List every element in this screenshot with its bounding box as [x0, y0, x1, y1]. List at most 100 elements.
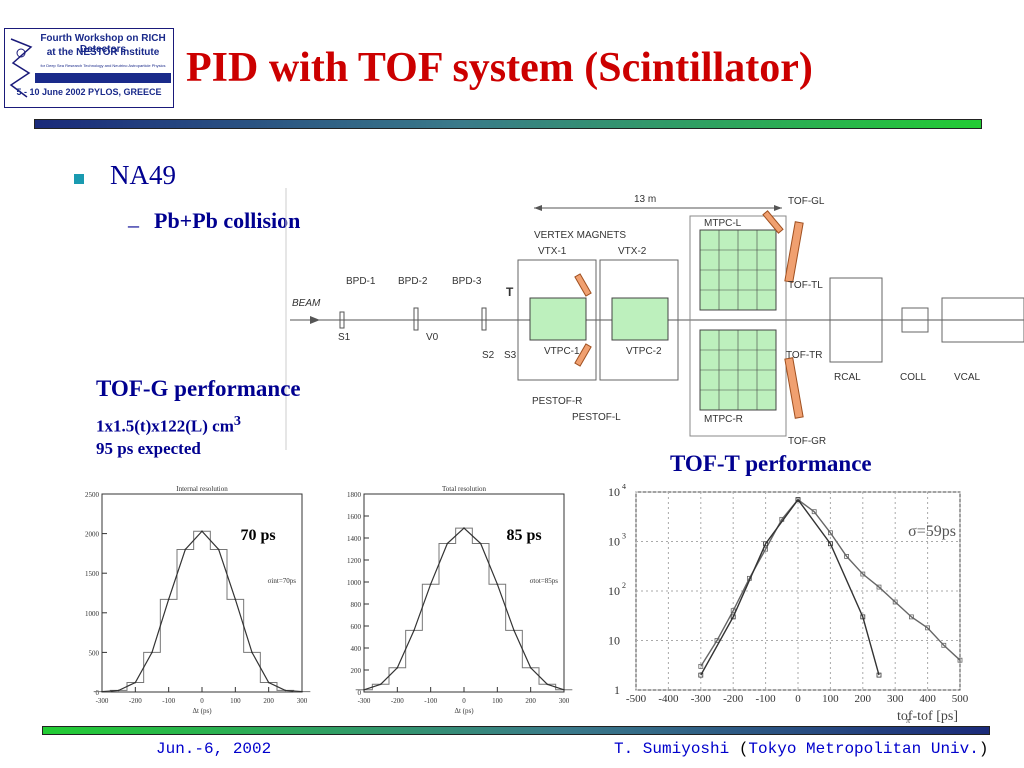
- x-tick-label: 100: [492, 697, 503, 705]
- tof-gr-label: TOF-GR: [788, 436, 826, 447]
- data-point: [201, 530, 203, 533]
- y-tick-label: 2000: [85, 531, 100, 539]
- s1-label: S1: [338, 332, 351, 343]
- logo-line-1: Fourth Workshop on RICH Detectors: [40, 33, 166, 55]
- x-tick-label: 0: [795, 693, 801, 705]
- mtpc-l-label: MTPC-L: [704, 218, 742, 229]
- data-point: [795, 497, 801, 503]
- pestof-r-label: PESTOF-R: [532, 396, 582, 407]
- data-point: [396, 667, 399, 669]
- x-tick-label: 500: [952, 693, 969, 705]
- y-tick-exponent: 3: [622, 532, 626, 541]
- data-point: [217, 548, 220, 551]
- x-tick-label: -100: [162, 697, 175, 705]
- tof-tl-label: TOF-TL: [788, 280, 823, 291]
- tof-tr-label: TOF-TR: [786, 350, 822, 361]
- data-point: [251, 651, 253, 654]
- na49-detector-diagram: BEAM 13 m BPD-1 BPD-2 BPD-3 S1 V0 S2 S3 …: [285, 188, 1024, 450]
- coll-block: [901, 307, 929, 333]
- x-tick-label: 0: [200, 697, 204, 705]
- y-tick-label: 2500: [85, 491, 100, 499]
- y-tick-label: 200: [351, 667, 362, 675]
- inner-sigma-label: σtot=85ps: [530, 577, 559, 585]
- data-point: [925, 625, 931, 631]
- x-axis-label: tof-tof [ps]: [897, 709, 958, 724]
- bpd2-label: BPD-2: [398, 276, 428, 287]
- y-tick-label: 1000: [85, 610, 100, 618]
- data-point: [892, 599, 898, 605]
- vtpc2-label: VTPC-2: [626, 346, 662, 357]
- data-point: [479, 542, 482, 545]
- tof-g-expected: 95 ps expected: [96, 439, 201, 458]
- data-point: [529, 667, 532, 669]
- data-point: [763, 541, 769, 547]
- logo-emblem-icon: [9, 38, 33, 98]
- data-point: [860, 614, 866, 620]
- y-tick-label: 10: [608, 485, 620, 499]
- vtx2-magnet: [599, 259, 679, 381]
- y-tick-label: 0: [358, 689, 362, 697]
- tof-tr-bar: [784, 357, 804, 419]
- bpd2-counter: [413, 307, 419, 331]
- data-point: [714, 638, 720, 643]
- tof-g-dimensions-sup: 3: [233, 413, 241, 429]
- x-tick-label: -300: [358, 697, 371, 705]
- pestof-r-bar: [574, 343, 592, 367]
- x-tick-label: -100: [424, 697, 437, 705]
- vcal-block: [941, 297, 1024, 343]
- data-point: [860, 571, 866, 577]
- data-point: [413, 629, 415, 632]
- tof-series-line: [700, 498, 961, 667]
- x-tick-label: 300: [297, 697, 308, 705]
- sigma-annotation: σ=59ps: [908, 523, 956, 540]
- y-tick-label: 10: [608, 634, 620, 648]
- mtpc-enclosure: [689, 215, 787, 437]
- chart-title: Total resolution: [442, 485, 487, 493]
- total-resolution-chart: Total resolution -300 -200 -100 0 100 200 300 0 2…: [347, 485, 573, 715]
- bpd3-counter: [481, 307, 487, 331]
- tof-g-dimensions-text: 1x1.5(t)x122(L) cm: [96, 416, 234, 436]
- y-tick-label: 1800: [347, 491, 362, 499]
- data-point: [267, 681, 270, 684]
- y-tick-label: 600: [351, 623, 362, 631]
- data-point: [563, 689, 565, 691]
- y-tick-label: 800: [351, 601, 362, 609]
- y-tick-label: 1600: [347, 513, 362, 521]
- fit-curve: [363, 527, 565, 691]
- vtx1-label: VTX-1: [538, 246, 567, 257]
- x-tick-label: -200: [129, 697, 142, 705]
- data-point: [941, 642, 947, 648]
- rcal-label: RCAL: [834, 372, 861, 383]
- beam-arrow-icon: [310, 316, 320, 324]
- workshop-logo: Fourth Workshop on RICH Detectors at the…: [4, 28, 174, 108]
- mtpc-grid-lines: [700, 230, 776, 410]
- v0-label: V0: [426, 332, 439, 343]
- data-point: [546, 683, 549, 686]
- footer-paren-close: ): [978, 740, 989, 758]
- y-tick-label: 1000: [347, 579, 362, 587]
- tof-series-line: [700, 498, 880, 676]
- x-tick-label: 100: [230, 697, 241, 705]
- data-point: [234, 598, 237, 601]
- histogram-series: [355, 527, 573, 691]
- data-point: [513, 629, 515, 632]
- data-point: [698, 672, 704, 678]
- y-tick-label: 1200: [347, 557, 362, 565]
- tof-t-chart: -500 -400 -300 -200 -100 0 100 200 300 400 500 1 10 1…: [608, 484, 969, 725]
- dimension-arrow-left-icon: [534, 205, 542, 211]
- target-label: T: [506, 285, 514, 299]
- dimension-label: 13 m: [634, 194, 656, 205]
- x-tick-label: 0: [462, 697, 466, 705]
- y-tick-exponent: 4: [622, 484, 626, 491]
- vtpc2-chamber: [611, 297, 669, 341]
- y-tick-label: 10: [608, 584, 620, 598]
- logo-line-4: 5 - 10 June 2002 PYLOS, GREECE: [16, 87, 162, 97]
- tof-gl-label: TOF-GL: [788, 196, 825, 207]
- data-point: [827, 530, 833, 536]
- pestof-l-label: PESTOF-L: [572, 412, 621, 423]
- tof-g-dimensions: 1x1.5(t)x122(L) cm3: [96, 413, 241, 437]
- dimension-arrow-right-icon: [774, 205, 782, 211]
- data-point: [827, 541, 833, 547]
- data-point: [167, 598, 170, 601]
- sub-bullet-pbpb: Pb+Pb collision: [154, 208, 301, 233]
